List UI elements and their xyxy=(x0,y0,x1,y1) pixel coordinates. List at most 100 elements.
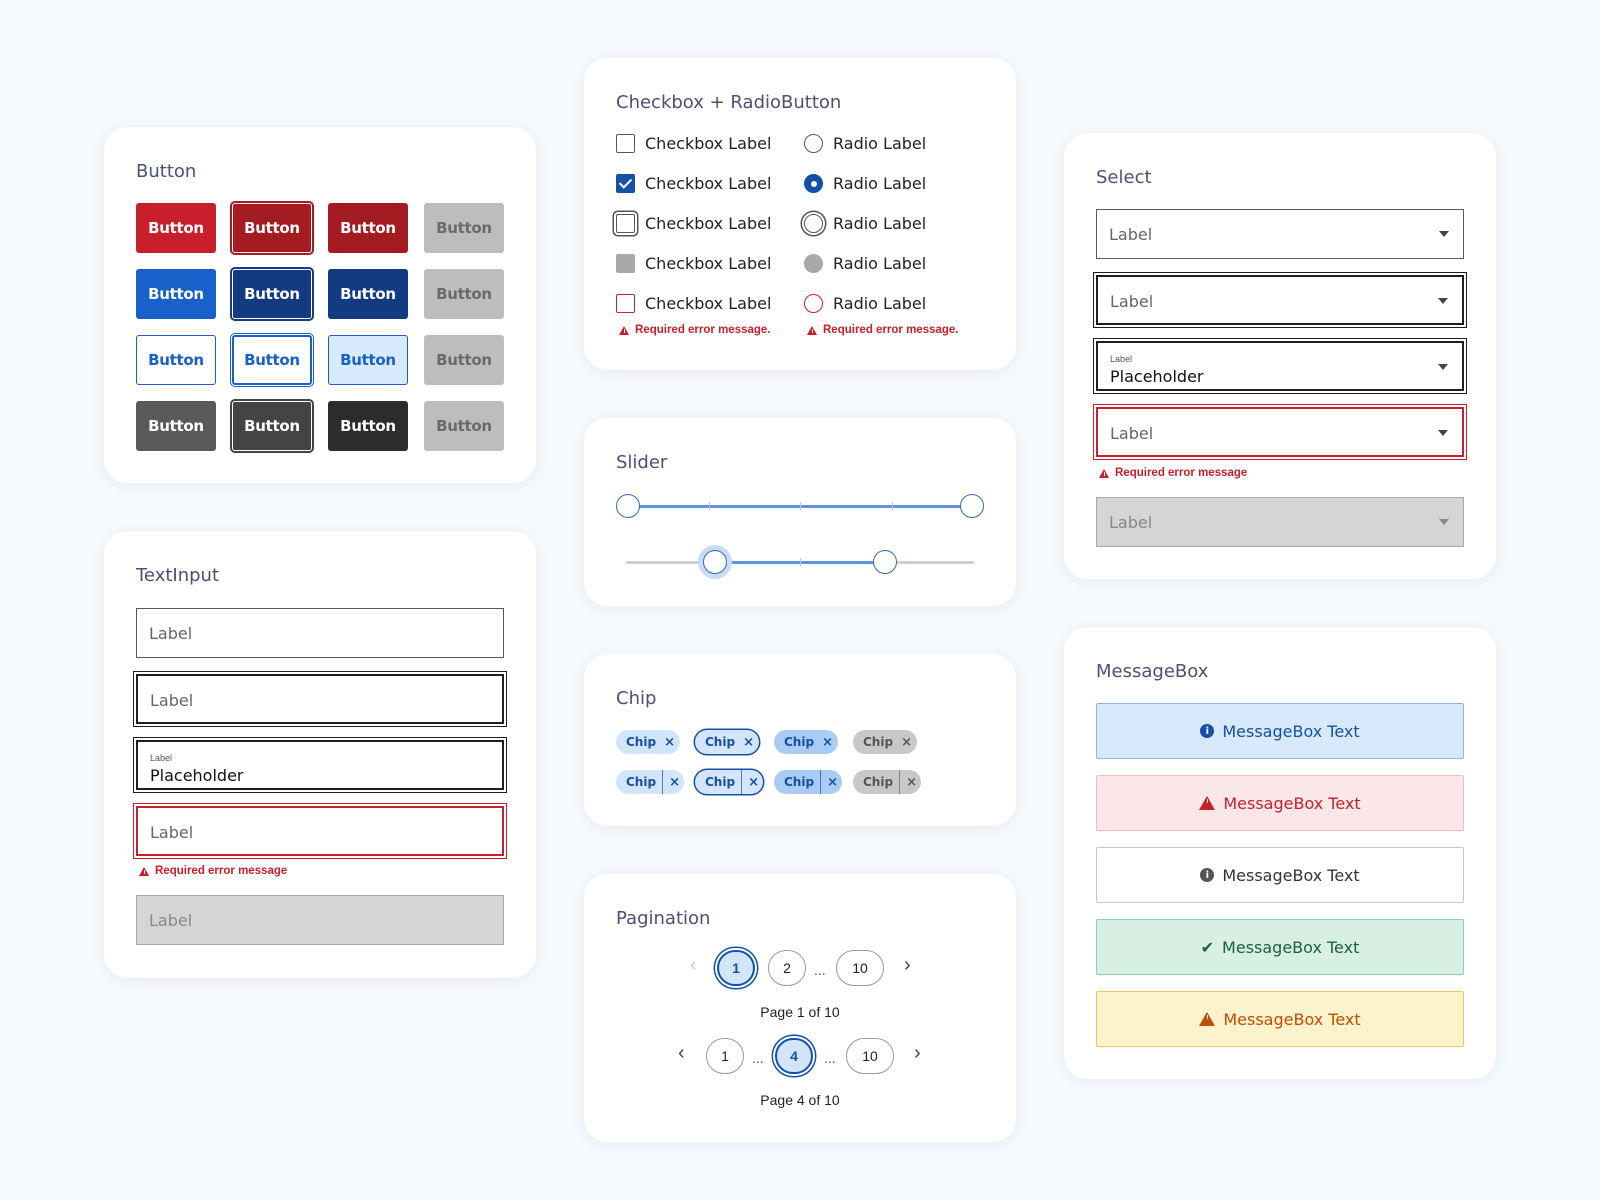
button-red[interactable]: Button xyxy=(136,203,216,253)
checkbox-box[interactable] xyxy=(616,214,635,233)
chip-split-pressed[interactable]: Chip × xyxy=(774,770,842,794)
checkbox-box[interactable] xyxy=(616,254,635,273)
field-value: Placeholder xyxy=(150,766,244,785)
button-gray-pressed[interactable]: Button xyxy=(328,401,408,451)
text-input-focused[interactable]: Label xyxy=(136,674,504,724)
checkbox-box[interactable] xyxy=(616,294,635,313)
radio-circle[interactable] xyxy=(804,294,823,313)
radio-disabled[interactable]: Radio Label xyxy=(804,254,926,273)
chip-label: Chip xyxy=(784,775,815,789)
button-red-pressed[interactable]: Button xyxy=(328,203,408,253)
select-default[interactable]: Label xyxy=(1096,209,1464,259)
chip-split-disabled[interactable]: Chip × xyxy=(853,770,921,794)
textinput-card: TextInput Label Label Label Placeholder … xyxy=(104,531,536,978)
close-icon[interactable]: × xyxy=(901,734,912,750)
button-gray[interactable]: Button xyxy=(136,401,216,451)
slider-thumb-max[interactable] xyxy=(960,494,984,518)
checkbox-error[interactable]: Checkbox Label xyxy=(616,294,771,313)
chip-pressed[interactable]: Chip × xyxy=(774,730,838,754)
close-icon[interactable]: × xyxy=(748,774,759,790)
chevron-right-icon[interactable]: › xyxy=(914,1042,921,1064)
page-button[interactable]: 2 xyxy=(768,950,806,986)
close-icon[interactable]: × xyxy=(743,734,754,750)
checkbox-box[interactable] xyxy=(616,174,635,193)
slider-thumb-low[interactable] xyxy=(703,550,727,574)
button-red-focused[interactable]: Button xyxy=(232,203,312,253)
select-filled[interactable]: Label Placeholder xyxy=(1096,341,1464,391)
button-outline-focused[interactable]: Button xyxy=(230,333,314,387)
page-button-current[interactable]: 4 xyxy=(775,1038,813,1074)
text-input-default[interactable]: Label xyxy=(136,608,504,658)
card-title: Pagination xyxy=(616,908,711,929)
close-icon[interactable]: × xyxy=(906,774,917,790)
select-disabled[interactable]: Label xyxy=(1096,497,1464,547)
chip-split-focused[interactable]: Chip × xyxy=(695,770,763,794)
button-disabled[interactable]: Button xyxy=(424,335,504,385)
chevron-left-icon[interactable]: ‹ xyxy=(678,1042,685,1064)
field-label: Label xyxy=(150,691,194,710)
page-button[interactable]: 1 xyxy=(706,1038,744,1074)
chip-focused[interactable]: Chip × xyxy=(695,730,759,754)
text-input-disabled[interactable]: Label xyxy=(136,895,504,945)
slider-tick xyxy=(800,558,801,566)
button-blue-focused[interactable]: Button xyxy=(232,269,312,319)
radio-error[interactable]: Radio Label xyxy=(804,294,926,313)
chip-label: Chip xyxy=(705,735,736,749)
checkbox-radio-card: Checkbox + RadioButton Checkbox Label Ch… xyxy=(584,58,1016,370)
radio-default[interactable]: Radio Label xyxy=(804,134,926,153)
button-outline-hover[interactable]: Button xyxy=(328,335,408,385)
checkbox-disabled[interactable]: Checkbox Label xyxy=(616,254,771,273)
close-icon[interactable]: × xyxy=(664,734,675,750)
button-disabled[interactable]: Button xyxy=(424,269,504,319)
button-disabled[interactable]: Button xyxy=(424,401,504,451)
messagebox-warning: MessageBox Text xyxy=(1096,991,1464,1047)
button-outline[interactable]: Button xyxy=(136,335,216,385)
error-message: Required error message xyxy=(139,865,287,877)
radio-circle[interactable] xyxy=(804,254,823,273)
close-icon[interactable]: × xyxy=(822,734,833,750)
messagebox-info: i MessageBox Text xyxy=(1096,703,1464,759)
pagination-ellipsis: ... xyxy=(752,1050,764,1066)
text-input-error[interactable]: Label xyxy=(136,806,504,856)
radio-label: Radio Label xyxy=(833,134,927,153)
radio-checked[interactable]: Radio Label xyxy=(804,174,926,193)
slider-thumb-min[interactable] xyxy=(616,494,640,518)
button-disabled[interactable]: Button xyxy=(424,203,504,253)
chevron-left-icon[interactable]: ‹ xyxy=(690,954,697,976)
radio-circle[interactable] xyxy=(804,134,823,153)
radio-label: Radio Label xyxy=(833,254,927,273)
pagination-ellipsis: ... xyxy=(824,1050,836,1066)
chevron-right-icon[interactable]: › xyxy=(904,954,911,976)
chip-divider xyxy=(662,770,664,794)
chevron-down-icon xyxy=(1438,298,1448,304)
select-focused[interactable]: Label xyxy=(1096,275,1464,325)
close-icon[interactable]: × xyxy=(827,774,838,790)
error-text: Required error message. xyxy=(635,324,771,336)
text-input-filled[interactable]: Label Placeholder xyxy=(136,740,504,790)
radio-label: Radio Label xyxy=(833,294,927,313)
button-gray-focused[interactable]: Button xyxy=(232,401,312,451)
chip-disabled[interactable]: Chip × xyxy=(853,730,917,754)
select-error[interactable]: Label xyxy=(1096,407,1464,457)
page-button[interactable]: 10 xyxy=(836,950,884,986)
card-title: MessageBox xyxy=(1096,661,1209,682)
page-button-current[interactable]: 1 xyxy=(717,950,755,986)
warning-icon xyxy=(807,325,817,335)
radio-circle[interactable] xyxy=(804,214,823,233)
radio-circle[interactable] xyxy=(804,174,823,193)
checkbox-default[interactable]: Checkbox Label xyxy=(616,134,771,153)
button-blue-pressed[interactable]: Button xyxy=(328,269,408,319)
checkbox-label: Checkbox Label xyxy=(645,254,772,273)
close-icon[interactable]: × xyxy=(669,774,680,790)
checkbox-focused[interactable]: Checkbox Label xyxy=(616,214,771,233)
radio-focused[interactable]: Radio Label xyxy=(804,214,926,233)
button-blue[interactable]: Button xyxy=(136,269,216,319)
chip-split[interactable]: Chip × xyxy=(616,770,684,794)
checkbox-box[interactable] xyxy=(616,134,635,153)
page-button[interactable]: 10 xyxy=(846,1038,894,1074)
card-title: TextInput xyxy=(136,565,220,586)
messagebox-text: MessageBox Text xyxy=(1223,1009,1361,1029)
checkbox-checked[interactable]: Checkbox Label xyxy=(616,174,771,193)
slider-thumb-high[interactable] xyxy=(873,550,897,574)
chip[interactable]: Chip × xyxy=(616,730,680,754)
